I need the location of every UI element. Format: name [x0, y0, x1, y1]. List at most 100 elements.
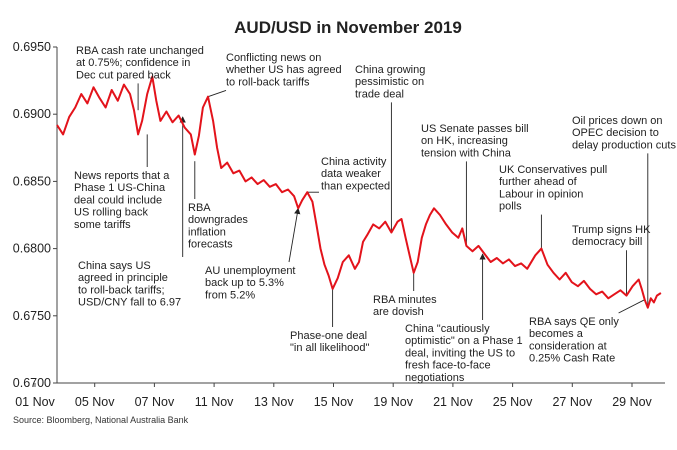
- annotation-line: agreed in principle: [78, 272, 168, 284]
- x-tick-label: 27 Nov: [552, 395, 592, 409]
- annotation-line: pessimistic on: [355, 76, 424, 88]
- annotation-line: forecasts: [188, 239, 233, 251]
- annotation-us-senate: US Senate passes bill on HK, increasing te…: [421, 123, 529, 159]
- annotation-line: RBA says QE only: [529, 316, 619, 328]
- annotation-line: democracy bill: [572, 236, 642, 248]
- y-axis-ticks: 0.6950 0.6900 0.6850 0.6800 0.6750 0.6700: [13, 40, 57, 390]
- annotation-line: consideration at: [529, 340, 607, 352]
- annotation-rba-cash-rate: RBA cash rate unchanged at 0.75%; confide…: [76, 45, 204, 81]
- annotation-line: further ahead of: [499, 176, 578, 188]
- annotation-text: RBA says QE only becomes a consideration a…: [529, 316, 619, 365]
- annotation-line: to roll-back tariffs: [226, 76, 310, 88]
- annotation-text: AU unemployment back up to 5.3% from 5.2%: [205, 265, 296, 301]
- annotation-line: China growing: [355, 64, 425, 76]
- y-tick-label: 0.6750: [13, 309, 51, 323]
- chart-source: Source: Bloomberg, National Australia Ba…: [13, 415, 189, 425]
- annotation-line: Conflicting news on: [226, 52, 321, 64]
- annotation-text: China "cautiously optimistic" on a Phase …: [405, 323, 523, 384]
- x-tick-label: 29 Nov: [612, 395, 652, 409]
- annotation-line: negotiations: [405, 372, 465, 384]
- annotation-phase1-us-china: News reports that a Phase 1 US-China deal …: [74, 170, 170, 231]
- annotation-trump-hk: Trump signs HK democracy bill: [572, 224, 651, 248]
- annotation-text: RBA downgrades inflation forecasts: [188, 202, 248, 251]
- annotation-text: RBA minutes are dovish: [373, 294, 437, 318]
- annotation-line: AU unemployment: [205, 265, 296, 277]
- annotation-line: Phase 1 US-China: [74, 182, 166, 194]
- x-axis-ticks: 01 Nov 05 Nov 07 Nov 11 Nov 13 Nov 15 Nov 19 N…: [15, 383, 653, 409]
- series: [56, 75, 662, 309]
- annotation-conflicting-news: Conflicting news on whether US has agreed…: [225, 52, 342, 88]
- annotation-line: deal could include: [74, 194, 162, 206]
- annotation-line: from 5.2%: [205, 289, 255, 301]
- annotation-leaders: [137, 83, 649, 327]
- annotation-line: OPEC decision to: [572, 127, 659, 139]
- annotation-line: are dovish: [373, 306, 424, 318]
- x-tick-label: 25 Nov: [493, 395, 533, 409]
- annotation-line: "in all likelihood": [290, 342, 369, 354]
- annotation-text: Oil prices down on OPEC decision to delay …: [572, 115, 676, 151]
- y-tick-label: 0.6900: [13, 107, 51, 121]
- annotation-leader: [207, 89, 227, 98]
- chart-title: AUD/USD in November 2019: [234, 18, 462, 37]
- x-tick-label: 21 Nov: [433, 395, 473, 409]
- annotation-line: optimistic" on a Phase 1: [405, 335, 523, 347]
- annotation-line: RBA: [188, 202, 211, 214]
- axes: [56, 47, 665, 384]
- annotation-text: US Senate passes bill on HK, increasing te…: [421, 123, 529, 159]
- y-tick-label: 0.6800: [13, 242, 51, 256]
- annotation-leader: [288, 207, 301, 263]
- annotation-line: some tariffs: [74, 219, 131, 231]
- annotation-line: USD/CNY fall to 6.97: [78, 297, 181, 309]
- x-tick-label: 15 Nov: [314, 395, 354, 409]
- y-tick-label: 0.6950: [13, 40, 51, 54]
- annotation-oil-prices: Oil prices down on OPEC decision to delay …: [572, 115, 676, 151]
- annotation-line: on HK, increasing: [421, 135, 508, 147]
- annotation-line: back up to 5.3%: [205, 277, 284, 289]
- annotation-phase-one-deal: Phase-one deal "in all likelihood": [290, 330, 369, 354]
- annotation-text: China activity data weaker than expected: [321, 156, 390, 192]
- x-tick-label: 07 Nov: [135, 395, 175, 409]
- annotation-text: Conflicting news on whether US has agreed…: [225, 52, 342, 88]
- annotation-line: Labour in opinion: [499, 188, 583, 200]
- annotation-line: fresh face-to-face: [405, 360, 491, 372]
- annotation-line: Trump signs HK: [572, 224, 651, 236]
- annotation-text: Trump signs HK democracy bill: [572, 224, 651, 248]
- series-line-0: [56, 75, 662, 309]
- annotation-line: becomes a: [529, 328, 584, 340]
- annotation-line: Oil prices down on: [572, 115, 663, 127]
- annotation-text: China growing pessimistic on trade deal: [355, 64, 425, 100]
- annotation-rba-downgrades: RBA downgrades inflation forecasts: [188, 202, 248, 251]
- annotation-text: Phase-one deal "in all likelihood": [290, 330, 369, 354]
- annotation-rba-qe: RBA says QE only becomes a consideration a…: [529, 316, 619, 365]
- annotation-line: delay production cuts: [572, 139, 676, 151]
- annotation-line: Phase-one deal: [290, 330, 367, 342]
- y-tick-label: 0.6700: [13, 376, 51, 390]
- annotation-text: RBA cash rate unchanged at 0.75%; confide…: [76, 45, 204, 81]
- x-tick-label: 05 Nov: [75, 395, 115, 409]
- annotation-line: whether US has agreed: [225, 64, 342, 76]
- annotation-rba-minutes: RBA minutes are dovish: [373, 294, 437, 318]
- annotation-text: News reports that a Phase 1 US-China deal …: [74, 170, 170, 231]
- annotation-line: China says US: [78, 260, 151, 272]
- annotation-uk-conservatives: UK Conservatives pull further ahead of Lab…: [499, 164, 607, 213]
- annotation-line: US rolling back: [74, 207, 148, 219]
- annotation-line: RBA cash rate unchanged: [76, 45, 204, 57]
- annotation-china-pessimistic: China growing pessimistic on trade deal: [355, 64, 425, 100]
- annotation-line: than expected: [321, 180, 390, 192]
- annotation-china-activity: China activity data weaker than expected: [321, 156, 390, 192]
- annotation-line: downgrades: [188, 214, 248, 226]
- annotation-line: tension with China: [421, 147, 512, 159]
- y-tick-label: 0.6850: [13, 174, 51, 188]
- annotation-au-unemployment: AU unemployment back up to 5.3% from 5.2%: [205, 265, 296, 301]
- annotations: RBA cash rate unchanged at 0.75%; confide…: [74, 45, 676, 384]
- annotation-line: deal, inviting the US to: [405, 347, 515, 359]
- annotation-line: at 0.75%; confidence in: [76, 57, 190, 69]
- annotation-line: polls: [499, 201, 522, 213]
- annotation-line: trade deal: [355, 88, 404, 100]
- annotation-line: China activity: [321, 156, 387, 168]
- annotation-text: UK Conservatives pull further ahead of Lab…: [499, 164, 607, 213]
- annotation-line: Dec cut pared back: [76, 69, 171, 81]
- annotation-china-says-us: China says US agreed in principle to roll-…: [78, 260, 181, 309]
